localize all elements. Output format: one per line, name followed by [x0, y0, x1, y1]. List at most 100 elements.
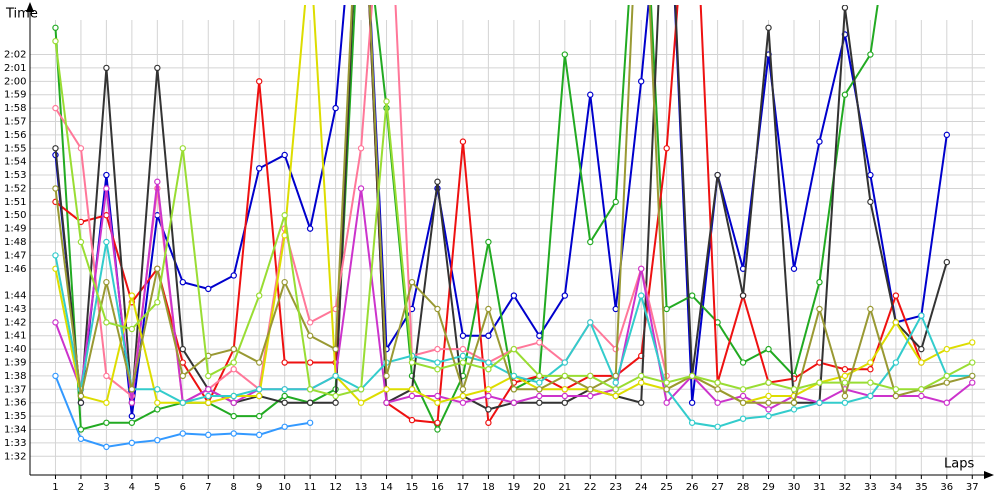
y-tick-label: 1:34 [4, 424, 26, 435]
lap-point [179, 430, 186, 437]
lap-point [408, 386, 416, 393]
lap-point [434, 345, 441, 353]
y-tick-label: 1:41 [4, 331, 26, 342]
lap-point [434, 426, 441, 433]
lap-point [154, 64, 161, 72]
lap-point [332, 399, 339, 406]
lap-point [103, 171, 110, 179]
x-tick-label: 10 [278, 482, 291, 493]
y-tick-label: 2:00 [4, 76, 26, 87]
y-tick-label: 1:55 [4, 143, 26, 154]
lap-point [485, 406, 492, 413]
x-tick-label: 27 [711, 482, 724, 493]
lap-point [281, 399, 288, 406]
lap-point [510, 399, 518, 406]
lap-point [306, 386, 314, 393]
lap-point [434, 305, 441, 313]
lap-point [587, 319, 594, 326]
lap-point [408, 392, 416, 400]
lap-point [281, 423, 288, 430]
lap-point [918, 386, 925, 393]
lap-point [714, 423, 721, 430]
lap-point [205, 431, 212, 439]
lap-point [918, 312, 925, 319]
lap-point [485, 366, 492, 373]
lap-point [332, 372, 339, 380]
lap-point [612, 379, 619, 386]
lap-point [281, 392, 288, 400]
x-tick-label: 8 [231, 482, 237, 493]
x-tick-label: 5 [154, 482, 160, 493]
lap-point [205, 392, 212, 400]
x-axis-title: Laps [944, 457, 974, 472]
lap-point [714, 171, 721, 179]
lap-point [154, 399, 161, 406]
lap-point [408, 359, 416, 366]
x-tick-label: 36 [940, 482, 953, 493]
lap-point [638, 292, 645, 299]
x-tick-label: 1 [52, 482, 58, 493]
lap-point [841, 366, 849, 373]
lap-point [663, 145, 670, 152]
lap-point [739, 392, 747, 400]
lap-point [179, 345, 186, 353]
lap-point [688, 419, 696, 426]
lap-point [485, 305, 492, 313]
lap-point [230, 272, 237, 279]
lap-point [510, 372, 518, 380]
lap-point [103, 399, 110, 406]
lap-point [943, 379, 951, 386]
y-tick-label: 1:39 [4, 358, 26, 369]
lap-point [332, 345, 339, 353]
lap-point [943, 345, 951, 353]
lap-point [459, 345, 467, 353]
lap-point [790, 406, 798, 413]
x-tick-label: 25 [660, 482, 673, 493]
lap-point [612, 305, 619, 313]
lap-point [77, 399, 85, 406]
x-tick-label: 37 [966, 482, 979, 493]
y-tick-label: 1:53 [4, 170, 26, 181]
lap-point [256, 78, 263, 85]
x-tick-label: 35 [915, 482, 928, 493]
x-tick-label: 24 [635, 482, 648, 493]
x-tick-label: 15 [406, 482, 419, 493]
lap-point [205, 285, 212, 293]
lap-point [663, 399, 670, 406]
x-axis-arrow [984, 471, 994, 479]
lap-point [179, 145, 186, 152]
lap-point [52, 185, 59, 192]
lap-point [306, 225, 314, 232]
lap-point [612, 386, 619, 393]
lap-point [52, 24, 59, 31]
x-tick-label: 9 [256, 482, 262, 493]
lap-point [714, 386, 721, 393]
x-tick-label: 16 [431, 482, 444, 493]
lap-point [459, 386, 467, 393]
lap-point [205, 372, 212, 380]
lap-point [892, 359, 900, 366]
y-tick-label: 1:51 [4, 197, 26, 208]
lap-point [103, 64, 110, 72]
lap-point [128, 386, 136, 393]
lap-point [357, 185, 365, 192]
lap-point [306, 332, 314, 339]
lap-point [714, 379, 721, 386]
lap-point [128, 419, 136, 426]
lap-point [383, 386, 390, 393]
lap-point [867, 379, 874, 386]
lap-point [510, 386, 518, 393]
lap-point [256, 431, 263, 439]
lap-point [790, 399, 798, 406]
lap-point [536, 372, 543, 380]
lap-point [52, 37, 59, 45]
y-tick-label: 1:57 [4, 116, 26, 127]
lap-point [867, 359, 874, 366]
lap-point [841, 379, 849, 386]
lap-point [434, 399, 441, 406]
lap-point [408, 278, 416, 286]
lap-point [154, 406, 161, 413]
lap-point [77, 238, 85, 246]
lap-point [892, 386, 900, 393]
lap-point [638, 265, 645, 272]
